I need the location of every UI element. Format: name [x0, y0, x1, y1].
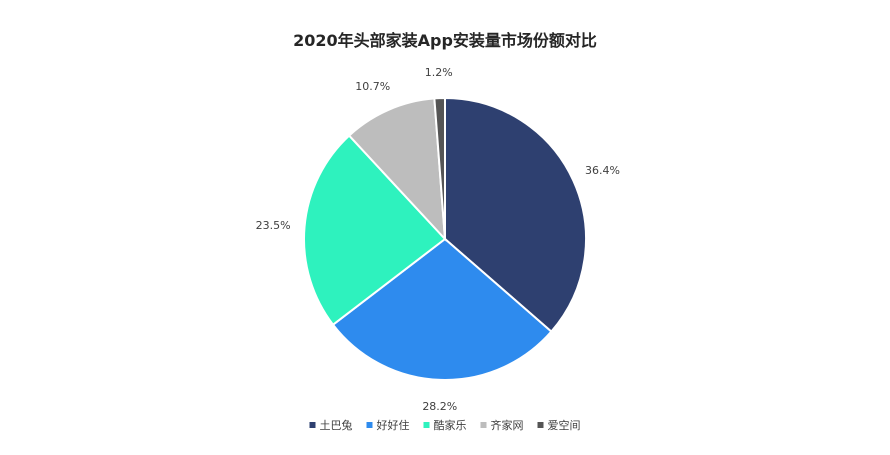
pie	[303, 96, 587, 381]
legend-swatch-5	[537, 422, 544, 428]
data-labels: 36.4% 28.2% 23.5% 10.7% 1.2%	[256, 66, 620, 413]
pie-slice-5	[433, 96, 446, 240]
legend-swatch-4	[480, 422, 487, 428]
legend-label-1: 土巴兔	[320, 418, 353, 432]
legend-label-2: 好好住	[377, 418, 410, 432]
data-label-3: 23.5%	[256, 219, 291, 232]
pie-slice-4	[347, 97, 447, 242]
legend-label-4: 齐家网	[491, 418, 524, 432]
data-label-5: 1.2%	[425, 66, 453, 79]
legend-swatch-1	[309, 422, 316, 428]
chart-title: 2020年头部家装App安装量市场份额对比	[293, 31, 597, 50]
data-label-2: 28.2%	[422, 400, 457, 413]
legend-swatch-3	[423, 422, 430, 428]
legend-label-5: 爱空间	[548, 418, 581, 432]
legend-swatch-2	[366, 422, 373, 428]
data-label-1: 36.4%	[585, 164, 620, 177]
pie-slice-3	[303, 134, 447, 327]
legend: 土巴兔 好好住 酷家乐 齐家网 爱空间	[309, 418, 581, 432]
pie-slice-2	[331, 237, 553, 381]
legend-label-3: 酷家乐	[434, 418, 467, 432]
pie-slice-1	[444, 96, 587, 333]
data-label-4: 10.7%	[355, 80, 390, 93]
